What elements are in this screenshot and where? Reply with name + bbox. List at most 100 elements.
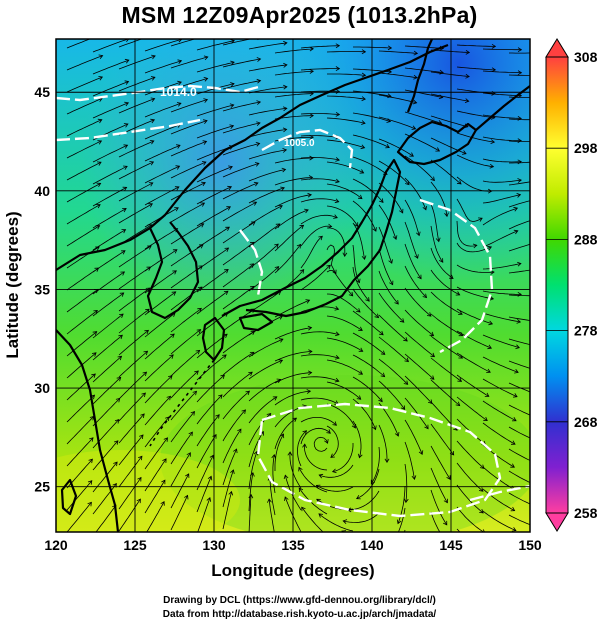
streamline-arrow [569,261,573,265]
streamline-arrow [394,431,400,437]
streamline [508,470,530,483]
streamline [404,529,406,532]
streamline [274,177,313,186]
streamline [118,140,154,158]
streamline [378,50,418,54]
streamline-arrow [117,355,123,361]
streamline-arrow [516,193,522,198]
streamline [118,39,143,48]
streamline [352,156,388,175]
streamline [370,446,380,485]
streamline-arrow [484,392,490,397]
streamline-arrow [148,182,154,187]
streamline-arrow [150,118,156,124]
streamline-arrow [122,208,127,213]
streamline [456,506,485,532]
streamline [196,290,229,315]
streamline-arrow [435,147,441,152]
streamline [222,39,253,46]
streamline-arrow [209,454,214,460]
streamline [378,138,414,157]
streamline-arrow [99,33,103,37]
streamline-arrow [517,70,523,76]
streamline [170,202,205,223]
streamline [118,392,146,422]
streamline-arrow [229,124,235,129]
streamline [456,308,493,325]
streamline [66,39,91,49]
streamline-arrow [299,224,305,230]
streamline [456,264,495,273]
streamline-arrow [358,326,363,331]
streamline [144,354,174,382]
streamline [248,266,279,292]
streamline [222,122,261,134]
streamline [430,137,467,155]
streamline-arrow [123,123,129,128]
streamline-arrow [357,194,363,200]
streamline [430,511,441,532]
streamline-arrow [335,157,340,162]
streamline [430,203,440,242]
streamline [274,433,284,471]
streamline [66,119,102,137]
streamline-arrow [570,132,574,136]
streamline-arrow [439,69,444,75]
streamline [300,135,340,138]
streamline [222,371,253,398]
streamline-arrow [570,89,574,93]
streamline-arrow [318,235,323,241]
streamline-arrow [308,349,313,355]
streamline-arrow [513,206,519,212]
streamline-arrow [248,493,254,499]
streamline-arrow [162,458,167,463]
coastline-hokkaido [396,120,478,166]
streamline [300,45,340,49]
streamline [170,308,202,333]
streamline [66,310,98,335]
streamline-arrow [249,241,255,247]
streamline-arrow [192,390,198,396]
streamline-arrow [569,173,573,177]
y-tick-label: 25 [34,479,50,495]
streamline [300,264,331,291]
streamline [170,350,200,377]
streamline-arrow [186,452,191,457]
streamline [456,198,483,223]
streamline-arrow [380,372,386,378]
streamline [274,244,301,274]
streamline [508,294,530,297]
streamline-arrow [385,143,390,149]
streamline [118,55,156,70]
streamline-arrow [95,246,100,251]
streamline [170,39,196,47]
coastline-china [56,329,120,532]
streamline [118,161,154,180]
streamline-arrow [331,468,337,474]
streamline [144,102,182,118]
streamline-arrow [411,125,417,130]
streamline-arrow [306,389,312,394]
streamline [66,288,99,313]
streamline-arrow [301,506,306,512]
streamline [248,107,287,116]
streamline [313,436,328,452]
streamline [508,382,530,393]
streamline [66,76,103,93]
streamline-arrow [248,371,253,377]
streamline [118,308,150,334]
streamline [430,357,462,382]
streamline [404,309,434,337]
streamline-arrow [302,443,307,448]
streamline-arrow [510,440,516,445]
credit-data: Data from http://database.rish.kyoto-u.a… [162,609,437,620]
streamline-arrow [274,266,280,271]
streamline [144,39,182,52]
streamline [92,419,120,449]
streamline-arrow [203,76,209,82]
streamline-arrow [283,40,288,46]
streamline-arrow [488,320,494,326]
streamline-arrow [276,378,282,384]
colorbar-tick-label: 258 [574,505,598,521]
streamline [352,178,384,203]
